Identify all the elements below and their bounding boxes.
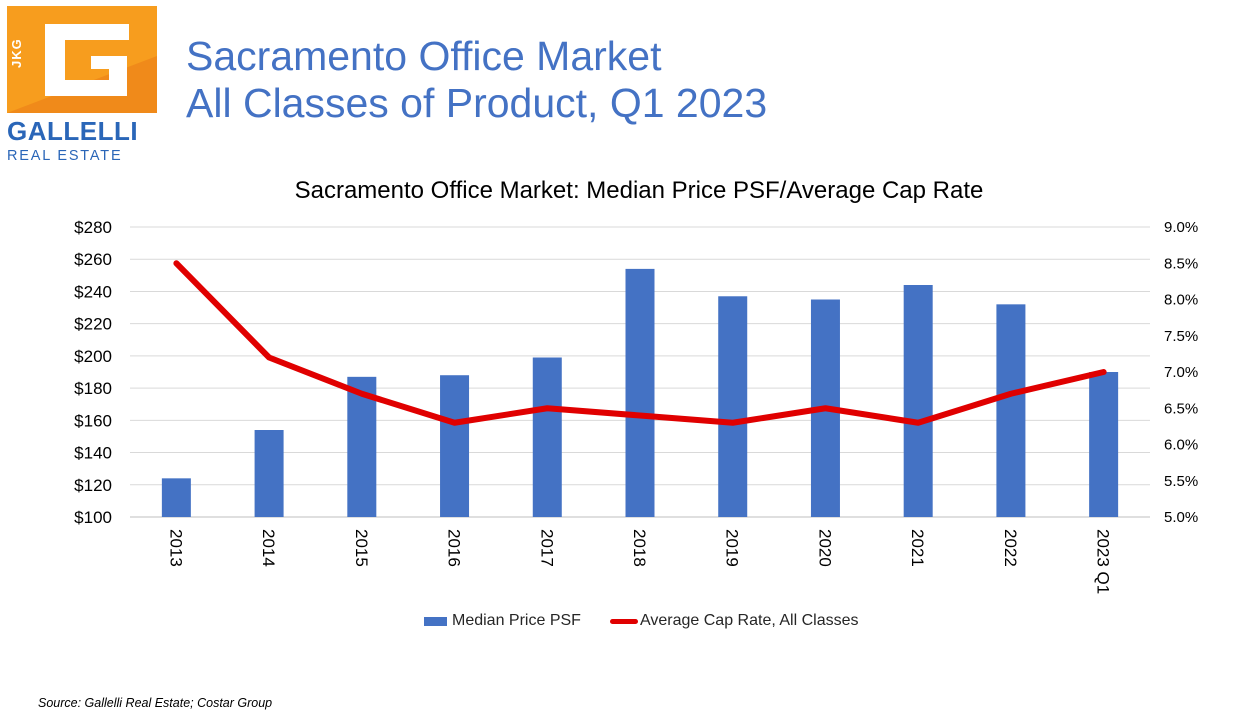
logo-name: GALLELLI (7, 116, 139, 146)
x-tick-label: 2013 (166, 529, 185, 567)
cap-rate-line (173, 260, 1107, 426)
bar (161, 478, 191, 517)
bar (718, 296, 748, 517)
y-right-tick-label: 7.0% (1164, 364, 1198, 381)
logo-subtitle: REAL ESTATE (7, 148, 123, 164)
y-right-tick-label: 5.0% (1164, 509, 1198, 526)
chart-title: Sacramento Office Market: Median Price P… (294, 177, 984, 204)
bar (532, 357, 562, 517)
y-left-tick-label: $280 (74, 218, 112, 237)
legend-line-swatch (610, 618, 638, 624)
legend-bar-swatch (424, 616, 447, 626)
company-logo: JKG GALLELLI REAL ESTATE (7, 6, 157, 164)
y-left-tick-label: $120 (74, 476, 112, 495)
legend-item-cap-rate: Average Cap Rate, All Classes (610, 612, 858, 630)
x-tick-label: 2017 (537, 529, 556, 567)
legend-label-price: Median Price PSF (452, 612, 581, 629)
bar (903, 285, 933, 517)
x-tick-label: 2014 (259, 529, 278, 567)
y-left-tick-label: $240 (74, 282, 112, 301)
y-right-tick-label: 8.0% (1164, 292, 1198, 309)
source-note: Source: Gallelli Real Estate; Costar Gro… (38, 696, 273, 710)
y-left-tick-label: $140 (74, 444, 112, 463)
x-tick-label: 2019 (723, 529, 742, 567)
y-right-tick-label: 6.5% (1164, 400, 1198, 417)
y-left-tick-label: $180 (74, 379, 112, 398)
legend-label-cap-rate: Average Cap Rate, All Classes (640, 612, 859, 629)
y-left-tick-label: $220 (74, 315, 112, 334)
bar (347, 376, 377, 517)
x-tick-label: 2021 (908, 529, 927, 567)
x-tick-label: 2018 (630, 529, 649, 567)
y-left-tick-label: $200 (74, 347, 112, 366)
y-right-tick-label: 9.0% (1164, 219, 1198, 236)
bar (1089, 372, 1119, 517)
x-tick-label: 2015 (352, 529, 371, 567)
page-title-line-2: All Classes of Product, Q1 2023 (186, 80, 768, 126)
y-right-tick-label: 7.5% (1164, 328, 1198, 345)
x-tick-label: 2020 (815, 529, 834, 567)
x-tick-label: 2016 (445, 529, 464, 567)
y-right-tick-label: 5.5% (1164, 473, 1198, 490)
x-tick-label: 2022 (1001, 529, 1020, 567)
y-right-tick-label: 6.0% (1164, 437, 1198, 454)
legend-item-price: Median Price PSF (424, 612, 581, 630)
x-tick-label: 2023 Q1 (1094, 529, 1113, 594)
y-left-tick-label: $260 (74, 250, 112, 269)
y-left-tick-label: $160 (74, 411, 112, 430)
bar (996, 304, 1026, 517)
y-right-tick-label: 8.5% (1164, 255, 1198, 272)
y-left-tick-label: $100 (74, 508, 112, 527)
page-title-line-1: Sacramento Office Market (186, 33, 662, 79)
bar (625, 268, 655, 517)
page-title: Sacramento Office Market All Classes of … (186, 33, 767, 127)
bar (254, 430, 284, 517)
logo-g-icon (7, 6, 157, 113)
logo-mark: JKG (7, 6, 157, 113)
bar (440, 375, 470, 517)
